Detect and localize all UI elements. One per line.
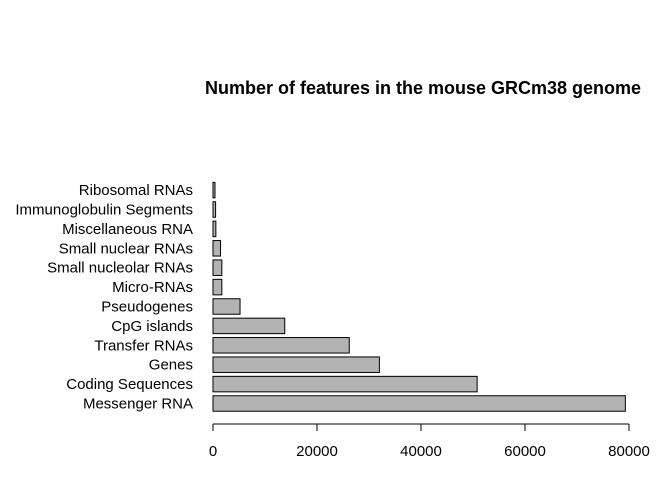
category-label-messenger-rna: Messenger RNA bbox=[83, 396, 193, 413]
chart-title: Number of features in the mouse GRCm38 g… bbox=[205, 78, 641, 98]
bar-small-nucleolar-rnas bbox=[212, 259, 223, 276]
bar-miscellaneous-rna bbox=[212, 220, 217, 238]
bar-immunoglobulin-segments bbox=[212, 201, 217, 218]
category-label-coding-sequences: Coding Sequences bbox=[66, 376, 193, 393]
category-label-small-nucleolar-rnas: Small nucleolar RNAs bbox=[47, 260, 193, 277]
x-tick-label: 40000 bbox=[400, 443, 442, 460]
bar-pseudogenes bbox=[212, 298, 241, 315]
x-axis: 0 20000 40000 60000 80000 bbox=[209, 423, 650, 460]
x-tick-label: 80000 bbox=[608, 443, 650, 460]
bar-small-nuclear-rnas bbox=[212, 240, 222, 257]
category-label-genes: Genes bbox=[149, 357, 193, 374]
x-tick-label: 20000 bbox=[296, 443, 338, 460]
category-label-immunoglobulin-segments: Immunoglobulin Segments bbox=[15, 202, 193, 219]
category-label-miscellaneous-rna: Miscellaneous RNA bbox=[62, 221, 193, 238]
category-label-micro-rnas: Micro-RNAs bbox=[112, 279, 193, 296]
bar-genes bbox=[212, 356, 380, 373]
bar-transfer-rnas bbox=[212, 337, 350, 354]
category-label-ribosomal-rnas: Ribosomal RNAs bbox=[79, 182, 193, 199]
bars bbox=[212, 181, 626, 412]
category-label-pseudogenes: Pseudogenes bbox=[101, 299, 193, 316]
bar-coding-sequences bbox=[212, 375, 478, 393]
category-label-small-nuclear-rnas: Small nuclear RNAs bbox=[59, 240, 193, 257]
category-labels: Messenger RNA Coding Sequences Genes Transf… bbox=[15, 182, 193, 412]
category-label-transfer-rnas: Transfer RNAs bbox=[94, 337, 193, 354]
bar-micro-rnas bbox=[212, 278, 223, 296]
bar-ribosomal-rnas bbox=[212, 181, 216, 199]
bar-cpg-islands bbox=[212, 317, 286, 335]
category-label-cpg-islands: CpG islands bbox=[111, 318, 193, 335]
x-tick-label: 0 bbox=[209, 443, 217, 460]
x-tick-label: 60000 bbox=[504, 443, 546, 460]
bar-messenger-rna bbox=[212, 395, 626, 412]
